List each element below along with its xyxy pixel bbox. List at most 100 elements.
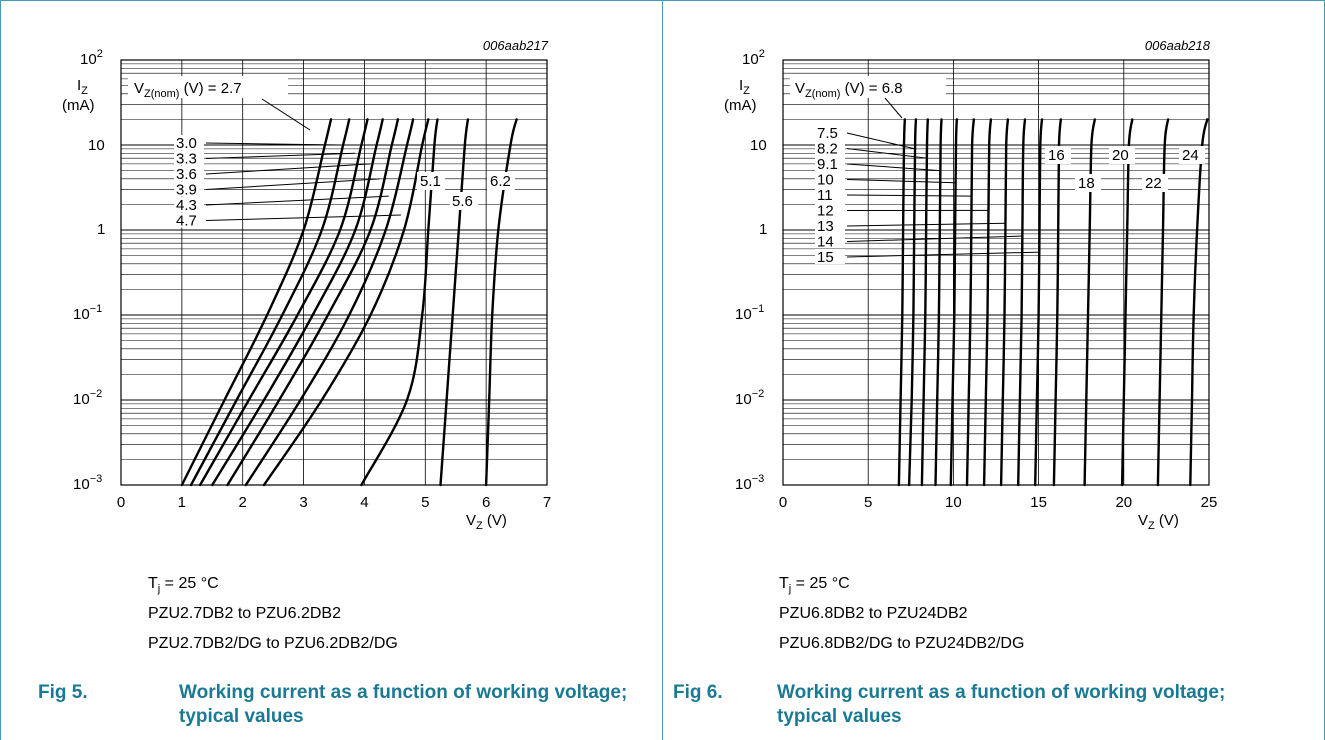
series-label-12: 12	[817, 203, 834, 220]
legend-header: VZ(nom) (V) = 6.8	[795, 80, 903, 100]
label-bg	[815, 171, 845, 187]
leader-3.3	[205, 152, 356, 159]
label-bg	[450, 192, 478, 210]
leader-3.9	[205, 178, 380, 190]
label-bg	[815, 202, 845, 218]
leader-9.1	[846, 163, 940, 172]
figure-title: Working current as a function of working…	[179, 682, 628, 727]
grid	[782, 60, 1210, 486]
condition-temperature: Tj = 25 °C	[779, 575, 850, 596]
y-axis-unit: (mA)	[62, 97, 95, 114]
condition-range: PZU6.8DB2 to PZU24DB2	[779, 605, 968, 622]
figure-title: Working current as a function of working…	[777, 682, 1226, 727]
legend-header-bg	[790, 76, 946, 98]
figure-number: Fig 5.	[38, 682, 88, 703]
leader-15	[846, 251, 1041, 258]
x-tick-label: 3	[299, 494, 307, 511]
series-label-4.7: 4.7	[176, 213, 197, 230]
y-tick-label: 10−1	[735, 303, 764, 323]
series-label-22: 22	[1145, 175, 1162, 192]
label-bg	[815, 125, 845, 140]
series-curve-12	[982, 118, 993, 487]
series-curve-11	[965, 118, 975, 487]
leader-4.3	[205, 195, 389, 206]
label-bg	[1142, 174, 1168, 192]
series-curve-3.3	[198, 118, 369, 487]
series-curve-3.6	[211, 118, 384, 487]
series-label-20: 20	[1112, 147, 1129, 164]
leader-11	[846, 194, 973, 197]
series-label-8.2: 8.2	[817, 141, 838, 158]
x-tick-label: 15	[1030, 494, 1047, 511]
series-curve-14	[1017, 118, 1027, 487]
y-tick-label: 1	[97, 221, 105, 238]
label-bg	[815, 187, 845, 202]
series-curve-7.5	[907, 118, 918, 487]
figure-number: Fig 6.	[673, 682, 723, 703]
series-curve-6.2	[484, 118, 518, 487]
chart-code: 006aab217	[483, 38, 549, 53]
figure-caption: Fig 6. Working current as a function of …	[673, 681, 1313, 731]
y-axis-unit: (mA)	[724, 97, 757, 114]
label-bg	[815, 233, 845, 249]
leader-7.5	[846, 132, 916, 150]
series-curve-4.3	[244, 118, 415, 487]
x-axis-label: VZ (V)	[1138, 512, 1179, 532]
label-bg	[815, 140, 845, 156]
series-curve-6.8	[897, 118, 906, 487]
label-bg	[174, 181, 204, 197]
series-label-16: 16	[1048, 147, 1065, 164]
condition-range: PZU2.7DB2 to PZU6.2DB2	[148, 605, 341, 622]
x-tick-label: 5	[864, 494, 872, 511]
series-label-6.2: 6.2	[490, 173, 511, 190]
y-axis-label: IZ	[739, 77, 750, 97]
series-label-3.0: 3.0	[176, 135, 197, 152]
x-tick-label: 25	[1201, 494, 1218, 511]
conditions: Tj = 25 °C PZU2.7DB2 to PZU6.2DB2 PZU2.7…	[148, 569, 398, 659]
frame-divider	[662, 0, 663, 740]
figure-panel-6: 006aab218 102 10 1 10−1 10−2 10−3 IZ (mA…	[663, 0, 1325, 740]
x-tick-label: 5	[421, 494, 429, 511]
series-curve-13	[999, 118, 1010, 487]
series-label-3.9: 3.9	[176, 182, 197, 199]
label-bg	[174, 212, 204, 228]
series-curve-9.1	[934, 118, 943, 487]
condition-range-dg: PZU2.7DB2/DG to PZU6.2DB2/DG	[148, 635, 398, 652]
series-label-13: 13	[817, 218, 834, 235]
label-bg	[174, 166, 204, 181]
series-curve-18	[1083, 118, 1096, 487]
condition-range-dg: PZU6.8DB2/DG to PZU24DB2/DG	[779, 635, 1025, 652]
series-label-4.3: 4.3	[176, 197, 197, 214]
chart-fig6: 006aab218 102 10 1 10−1 10−2 10−3 IZ (mA…	[724, 38, 1218, 532]
y-tick-label: 10	[88, 137, 105, 154]
x-axis-label: VZ (V)	[466, 512, 507, 532]
series-curve-22	[1156, 118, 1170, 487]
series-curve-20	[1120, 118, 1134, 487]
leader-2.7	[261, 98, 311, 131]
grid	[120, 60, 548, 486]
series-curve-16	[1052, 118, 1062, 487]
curves	[897, 118, 1209, 487]
series-curve-3.9	[226, 118, 400, 487]
label-bg	[417, 172, 445, 190]
label-bg	[1109, 146, 1135, 164]
label-bg	[815, 156, 845, 171]
leader-13	[846, 222, 1007, 227]
x-tick-label: 20	[1115, 494, 1132, 511]
label-bg	[1045, 146, 1071, 164]
leader-6.8	[884, 97, 903, 119]
x-tick-label: 4	[360, 494, 368, 511]
series-curve-10	[949, 118, 958, 487]
x-tick-label: 10	[945, 494, 962, 511]
plot-frame	[782, 59, 1210, 486]
x-tick-label: 7	[543, 494, 551, 511]
y-tick-label: 102	[80, 48, 103, 68]
series-label-3.6: 3.6	[176, 166, 197, 183]
y-tick-label: 1	[759, 221, 767, 238]
leader-14	[846, 235, 1024, 242]
x-tick-label: 0	[117, 494, 125, 511]
x-tick-label: 2	[239, 494, 247, 511]
series-label-3.3: 3.3	[176, 151, 197, 168]
y-tick-label: 10−3	[735, 473, 764, 493]
